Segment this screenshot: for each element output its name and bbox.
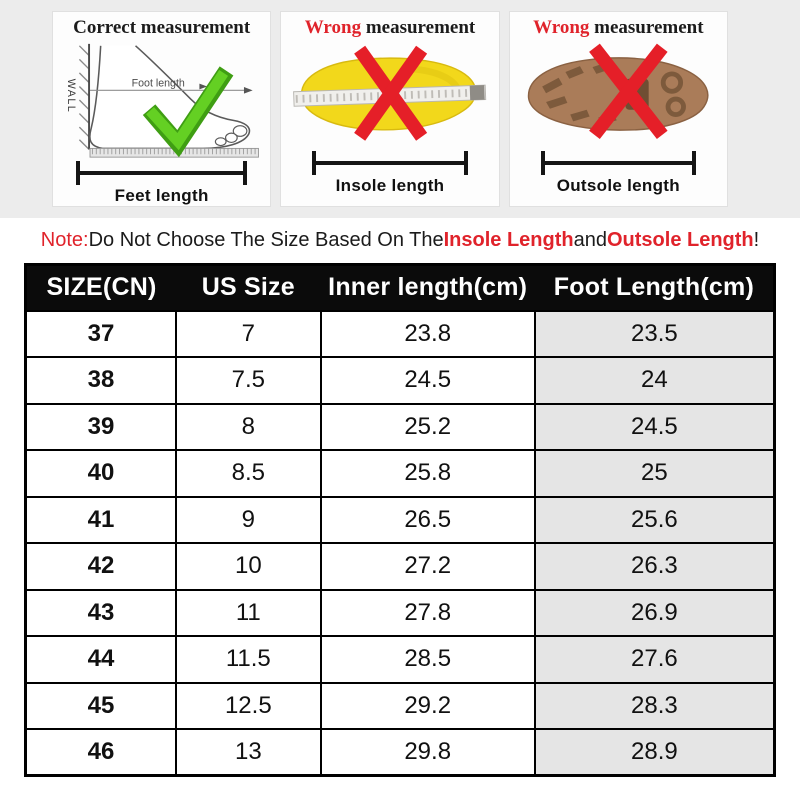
cell-foot-length: 27.6 [533,635,776,684]
foot-length-label: Foot length [132,77,185,89]
outsole-illustration [527,43,709,139]
cell-size-cn: 46 [24,728,178,777]
cell-inner-length: 23.8 [319,309,536,358]
foot-measurement-illustration: WALL Foot length [65,43,259,158]
col-header-foot-length: Foot Length(cm) [534,264,775,311]
insole-illustration [293,45,487,141]
cell-foot-length: 24.5 [533,402,776,451]
table-row: 42 10 27.2 26.3 [24,542,776,591]
cell-us-size: 12.5 [175,681,322,730]
panel-title: Correct measurement [60,17,263,39]
cell-us-size: 8 [175,402,322,451]
panel-title-rest: measurement [136,17,251,38]
table-row: 45 12.5 29.2 28.3 [24,681,776,730]
cell-us-size: 10 [175,542,322,591]
cell-foot-length: 23.5 [533,309,776,358]
table-row: 39 8 25.2 24.5 [24,402,776,451]
cell-size-cn: 42 [24,542,178,591]
cell-size-cn: 44 [24,635,178,684]
wall-hatching [78,45,90,150]
size-warning-note: Note: Do Not Choose The Size Based On Th… [0,218,800,263]
cell-inner-length: 25.2 [319,402,536,451]
cell-us-size: 11 [175,588,322,637]
panel-title: Wrong measurement [288,17,491,39]
cell-us-size: 11.5 [175,635,322,684]
table-header-row: SIZE(CN) US Size Inner length(cm) Foot L… [25,264,775,311]
panel-title-word: Wrong [533,17,590,38]
cell-inner-length: 28.5 [319,635,536,684]
table-row: 40 8.5 25.8 25 [24,449,776,498]
cell-inner-length: 29.2 [319,681,536,730]
table-row: 37 7 23.8 23.5 [24,309,776,358]
panel-title-rest: measurement [589,17,704,38]
col-header-us-size: US Size [176,264,321,311]
measure-arrowhead [243,86,253,94]
insole-length-caption: Insole length [335,176,445,196]
note-exclamation: ! [753,229,760,251]
cell-size-cn: 38 [24,356,178,405]
cell-inner-length: 26.5 [319,495,536,544]
cell-size-cn: 45 [24,681,178,730]
panel-title-rest: measurement [361,17,476,38]
cell-inner-length: 27.8 [319,588,536,637]
cell-foot-length: 26.3 [533,542,776,591]
cell-size-cn: 40 [24,449,178,498]
length-bracket [76,160,248,185]
table-row: 43 11 27.8 26.9 [24,588,776,637]
feet-length-caption: Feet length [114,185,209,205]
panel-wrong-insole: Wrong measurement Insole length [280,11,500,207]
cell-size-cn: 37 [24,309,178,358]
cell-us-size: 7.5 [175,356,322,405]
label-arrowhead [199,83,208,90]
panel-wrong-outsole: Wrong measurement Outsole length [508,11,728,207]
cell-size-cn: 43 [24,588,178,637]
size-table: SIZE(CN) US Size Inner length(cm) Foot L… [24,263,776,777]
cell-us-size: 8.5 [175,449,322,498]
cell-foot-length: 24 [533,356,776,405]
wall-label: WALL [65,79,77,113]
cell-us-size: 7 [175,309,322,358]
note-outsole-length: Outsole Length [606,229,754,251]
table-row: 38 7.5 24.5 24 [24,356,776,405]
table-row: 41 9 26.5 25.6 [24,495,776,544]
panel-title: Wrong measurement [517,17,720,39]
panel-correct-measurement: Correct measurement WALL [52,11,272,207]
table-row: 44 11.5 28.5 27.6 [24,635,776,684]
x-mark-icon [588,43,668,139]
table-row: 46 13 29.8 28.9 [24,728,776,777]
measurement-guide-band: Correct measurement WALL [0,0,800,218]
length-bracket [312,151,468,176]
cell-inner-length: 24.5 [319,356,536,405]
cell-inner-length: 27.2 [319,542,536,591]
cell-foot-length: 25.6 [533,495,776,544]
cell-foot-length: 28.9 [533,728,776,777]
check-icon [142,66,234,158]
cell-inner-length: 25.8 [319,449,536,498]
note-and: and [573,229,607,251]
size-table-section: SIZE(CN) US Size Inner length(cm) Foot L… [0,263,800,777]
col-header-size-cn: SIZE(CN) [25,264,177,311]
panel-title-word: Wrong [304,17,362,38]
panel-title-word: Correct [73,17,137,38]
cell-inner-length: 29.8 [319,728,536,777]
cell-us-size: 9 [175,495,322,544]
length-bracket [540,151,696,176]
toes [214,124,248,146]
cell-foot-length: 26.9 [533,588,776,637]
foot-outline [89,45,251,150]
cell-size-cn: 41 [24,495,178,544]
note-body: Do Not Choose The Size Based On The [88,229,444,251]
note-insole-length: Insole Length [443,229,574,251]
outsole-length-caption: Outsole length [556,176,680,196]
cell-foot-length: 28.3 [533,681,776,730]
x-mark-icon [354,45,428,141]
note-prefix: Note: [40,229,89,251]
col-header-inner-length: Inner length(cm) [320,264,535,311]
cell-foot-length: 25 [533,449,776,498]
cell-us-size: 13 [175,728,322,777]
cell-size-cn: 39 [24,402,178,451]
